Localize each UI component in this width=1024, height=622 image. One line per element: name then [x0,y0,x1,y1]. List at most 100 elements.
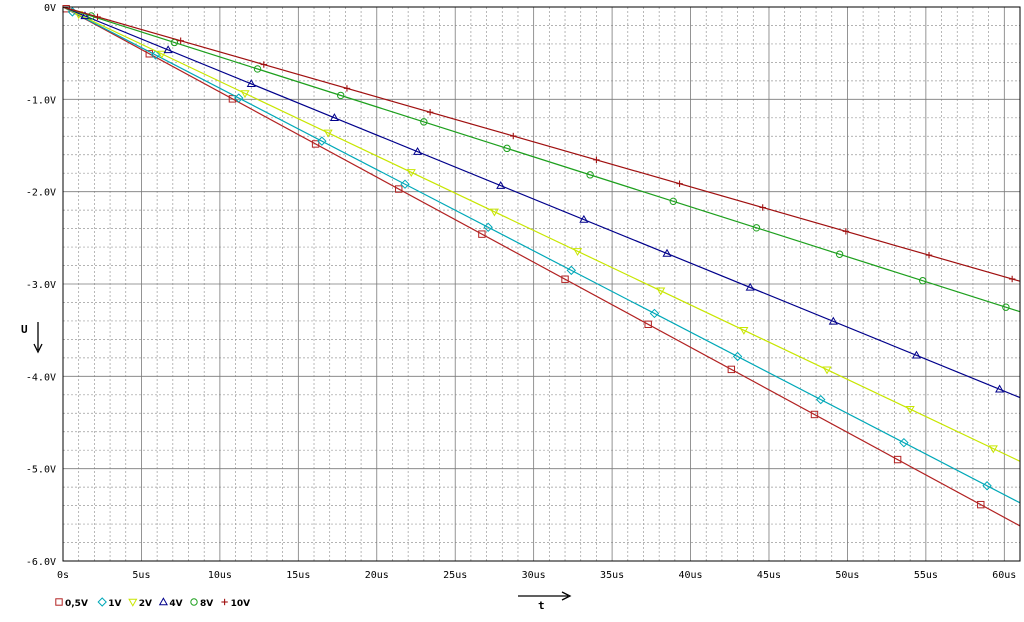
series-marker-5 [503,144,511,153]
y-tick-label: -1.0V [26,95,56,106]
series-marker-6 [593,156,600,164]
series-marker-3 [739,327,749,335]
series-marker-6 [1008,275,1016,283]
legend-marker-2 [97,597,107,607]
x-tick-label: 30us [522,570,546,581]
x-tick-label: 45us [757,570,781,581]
series-marker-5 [253,65,262,73]
x-tick-label: 50us [835,570,859,581]
legend-item-2: 1V [97,597,121,609]
series-marker-4 [911,350,922,359]
series-marker-3 [323,129,333,138]
series-marker-6 [343,85,351,92]
series-3 [62,6,1021,462]
series-marker-1 [810,410,819,419]
series-marker-2 [982,481,992,491]
series-marker-2 [150,50,161,60]
legend-marker-4 [158,597,168,606]
series-marker-1 [311,140,320,148]
series-marker-4 [662,248,672,257]
y-tick-label: -6.0V [26,557,56,568]
legend-label-1: 0,5V [65,599,88,609]
legend-label-4: 4V [169,599,182,609]
x-tick-label: 55us [914,570,938,581]
legend-item-5: 8V [190,598,213,609]
series-line-6 [62,6,1021,282]
series-marker-6 [94,13,101,21]
y-tick-label: 0V [44,3,56,14]
series-layer [62,5,1021,527]
series-marker-6 [759,204,766,211]
series-marker-2 [400,179,410,189]
series-marker-1 [478,230,486,238]
series-marker-5 [669,197,677,206]
series-4 [62,6,1021,399]
series-marker-6 [510,132,517,140]
y-axis-title: U [21,322,43,354]
series-marker-5 [586,171,594,179]
series-marker-6 [925,251,933,259]
x-tick-label: 60us [992,570,1016,581]
legend-marker-3 [128,598,138,607]
series-marker-5 [1002,303,1010,311]
series-marker-1 [395,185,403,193]
series-marker-4 [163,45,173,54]
x-axis-title: t [518,591,572,612]
x-tick-label: 0s [57,570,69,581]
series-marker-3 [489,208,500,217]
y-axis-arrow-head [33,343,43,354]
series-marker-3 [905,405,915,414]
x-tick-label: 5us [132,570,150,581]
series-line-3 [62,6,1021,462]
legend-label-6: 10V [231,599,251,609]
series-1 [62,5,1021,527]
series-marker-5 [919,277,927,285]
series-marker-3 [157,50,167,59]
series-marker-5 [752,224,761,232]
series-marker-4 [246,79,256,88]
legend-label-2: 1V [108,599,121,609]
series-marker-3 [240,90,250,99]
series-marker-4 [995,384,1005,393]
x-tick-label: 25us [443,570,467,581]
series-marker-4 [412,147,423,155]
series-marker-4 [329,113,339,121]
legend-marker-1 [55,598,63,606]
series-marker-6 [426,108,434,116]
x-tick-label: 35us [600,570,624,581]
series-marker-6 [260,61,268,68]
series-marker-6 [177,37,184,44]
legend-item-4: 4V [158,597,183,609]
series-marker-5 [835,250,844,258]
x-tick-label: 40us [678,570,702,581]
series-marker-2 [483,222,493,232]
series-marker-4 [745,282,755,291]
series-marker-1 [977,500,985,509]
series-marker-3 [573,248,583,256]
legend-label-3: 2V [139,599,152,609]
y-tick-label: -3.0V [26,280,56,291]
axes: 0s 5us 10us 15us 20us 25us 30us 35us 40us 45us 50u… [26,3,1021,581]
y-axis-label: U [21,323,28,336]
series-marker-2 [234,93,244,103]
legend-marker-6 [221,598,228,606]
grid [62,6,1021,562]
legend-item-1: 0,5V [55,598,88,609]
series-marker-6 [676,180,683,187]
legend: 0,5V 1V 2V 4V 8V 10V [55,597,251,609]
series-marker-2 [649,308,660,319]
series-marker-2 [899,437,909,448]
series-marker-2 [566,265,577,276]
series-line-5 [62,6,1021,313]
x-axis-arrow-head [561,591,572,601]
series-marker-3 [988,445,998,454]
series-marker-1 [727,365,736,374]
series-marker-4 [496,180,506,189]
series-marker-3 [406,169,416,178]
y-tick-label: -2.0V [26,188,56,199]
series-line-1 [62,6,1021,527]
x-tick-label: 20us [365,570,389,581]
legend-label-5: 8V [200,599,213,609]
x-tick-label: 15us [286,570,310,581]
